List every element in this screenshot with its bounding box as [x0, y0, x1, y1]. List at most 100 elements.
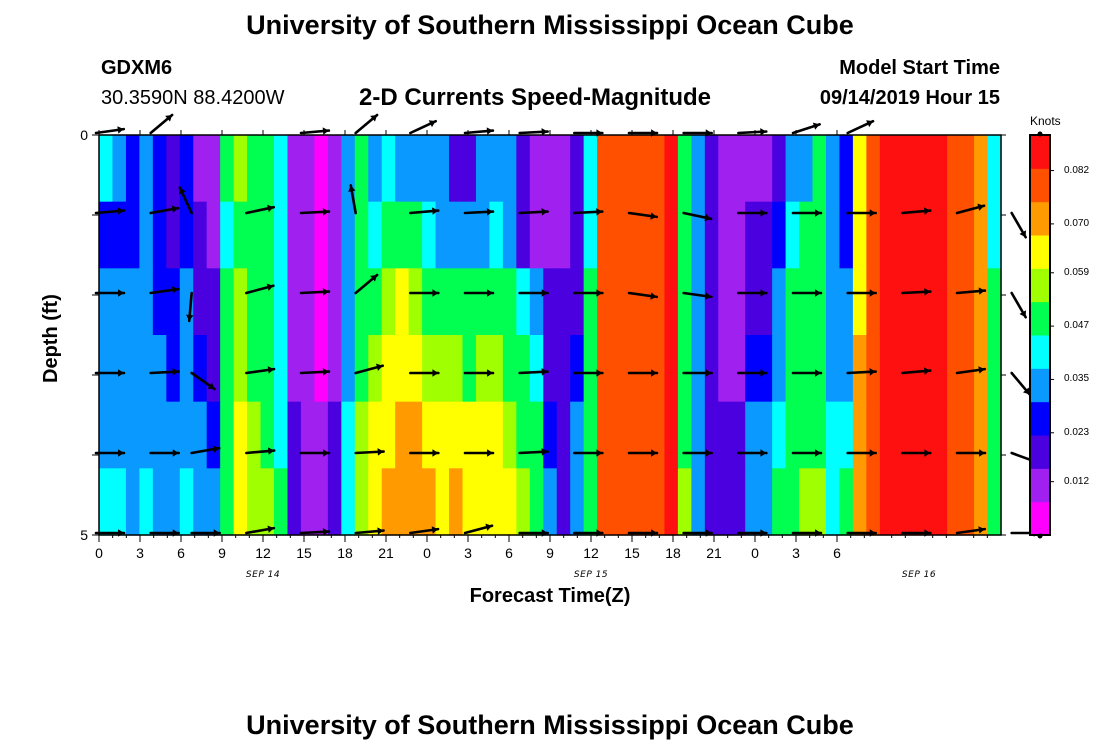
heatmap-cell: [570, 401, 585, 469]
heatmap-cell: [852, 468, 867, 536]
current-arrow: [846, 119, 875, 135]
current-arrow: [627, 369, 659, 377]
heatmap-cell: [287, 401, 302, 469]
current-arrow: [791, 122, 821, 135]
heatmap-cell: [866, 201, 881, 269]
heatmap-cell: [166, 201, 181, 269]
current-arrow: [518, 128, 549, 136]
heatmap-cell: [408, 201, 423, 269]
current-arrow-head: [322, 208, 329, 216]
heatmap-cell: [166, 268, 181, 336]
current-arrow: [94, 289, 126, 297]
heatmap-cell: [597, 335, 612, 403]
heatmap-cell: [381, 468, 396, 536]
current-arrow: [682, 291, 713, 300]
heatmap-cell: [731, 401, 746, 469]
heatmap-cell: [395, 335, 410, 403]
heatmap-cell: [529, 201, 544, 269]
heatmap-cell: [502, 268, 517, 336]
current-arrow-head: [650, 212, 657, 220]
current-arrow-head: [432, 369, 439, 377]
heatmap-cell: [233, 201, 248, 269]
current-arrow: [791, 369, 823, 377]
current-arrow-head: [268, 447, 275, 455]
heatmap-cell: [300, 268, 315, 336]
page-title: University of Southern Mississippi Ocean…: [246, 10, 854, 40]
heatmap-cell: [529, 335, 544, 403]
current-arrow: [955, 366, 987, 375]
heatmap-cell: [650, 135, 666, 203]
current-arrow-head: [118, 449, 124, 457]
heatmap-cell: [502, 135, 517, 203]
x-tick-label: 15: [624, 545, 640, 561]
heatmap-cell: [920, 468, 935, 536]
current-arrow-head: [866, 120, 874, 128]
heatmap-cell: [691, 135, 706, 203]
x-tick-label: 15: [296, 545, 312, 561]
heatmap-cell: [570, 201, 585, 269]
current-arrow-head: [348, 185, 356, 192]
heatmap-cell: [112, 268, 127, 336]
heatmap-cell: [233, 268, 248, 336]
heatmap-cell: [381, 401, 396, 469]
current-arrow-head: [596, 449, 603, 457]
current-arrow-head: [812, 122, 820, 130]
current-arrow-head: [207, 382, 215, 390]
heatmap-cell: [879, 335, 894, 403]
heatmap-cell: [489, 135, 504, 203]
date-label: SEP 16: [901, 570, 937, 580]
heatmap-cell: [664, 335, 679, 403]
current-arrow: [846, 209, 877, 217]
current-arrow-head: [815, 289, 821, 297]
heatmap-cell: [193, 268, 208, 336]
heatmap-cell: [125, 201, 140, 269]
colorbar-segment: [1030, 135, 1050, 169]
heatmap-cell: [502, 401, 517, 469]
heatmap-cell: [368, 201, 383, 269]
heatmap-cell: [650, 401, 666, 469]
current-arrow: [94, 369, 126, 377]
heatmap-cell: [408, 401, 423, 469]
current-arrow-head: [212, 445, 220, 453]
current-arrow: [463, 289, 495, 297]
current-arrow-head: [869, 289, 876, 297]
current-arrow: [186, 291, 194, 323]
heatmap-cell: [152, 401, 167, 469]
heatmap-cell: [193, 335, 208, 403]
y-tick-label: 0: [80, 127, 88, 143]
heatmap-cell: [543, 135, 558, 203]
heatmap-cell: [677, 468, 692, 536]
current-arrow-head: [979, 449, 985, 457]
current-arrow-head: [376, 363, 383, 371]
colorbar-bottom-cap: [1037, 533, 1043, 539]
heatmap-cell: [691, 201, 706, 269]
heatmap-cell: [704, 135, 719, 203]
colorbar-segment: [1030, 401, 1050, 436]
current-arrow: [299, 208, 331, 216]
current-arrow: [627, 449, 659, 457]
colorbar-tick-label: 0.059: [1064, 266, 1090, 278]
heatmap-cell: [449, 335, 464, 403]
y-tick-label: 5: [80, 527, 88, 543]
heatmap-cell: [610, 468, 625, 536]
heatmap-cell: [933, 468, 948, 536]
heatmap-cell: [139, 468, 154, 536]
colorbar-segment: [1030, 435, 1050, 469]
heatmap-cell: [139, 268, 154, 336]
heatmap-cell: [812, 201, 827, 269]
heatmap-cell: [220, 468, 235, 536]
heatmap-cell: [799, 335, 814, 403]
heatmap-cell: [247, 335, 262, 403]
current-arrow: [299, 288, 331, 296]
current-arrow-head: [172, 368, 179, 376]
current-arrow: [737, 128, 768, 136]
heatmap-cell: [758, 401, 773, 469]
heatmap-cell: [125, 335, 140, 403]
heatmap-cell: [99, 135, 114, 203]
heatmap-cell: [300, 201, 315, 269]
heatmap-cell: [704, 401, 719, 469]
current-arrow: [299, 127, 331, 135]
heatmap-cell: [825, 135, 841, 203]
current-arrow-head: [487, 289, 493, 297]
heatmap-cell: [502, 468, 517, 536]
